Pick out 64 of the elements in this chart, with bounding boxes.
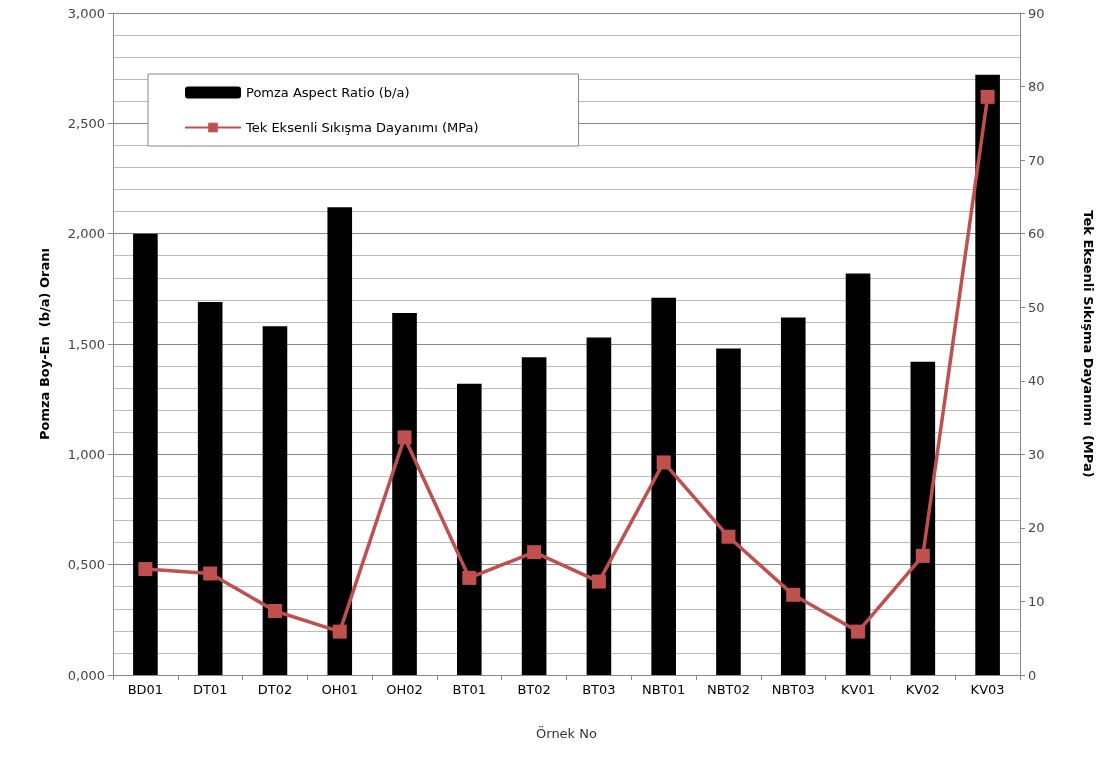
bar — [133, 233, 158, 675]
y2-tick-label: 60 — [1028, 226, 1045, 242]
x-tick-label: DT01 — [192, 682, 228, 697]
x-tick-label: BD01 — [127, 682, 164, 697]
bar — [780, 317, 806, 675]
bar — [327, 207, 353, 675]
y2-tick-label: 40 — [1028, 373, 1045, 389]
x-tick-label: DT02 — [257, 682, 293, 697]
x-tick-label: OH01 — [321, 682, 359, 697]
bar — [910, 361, 936, 675]
x-tick-label: BT02 — [517, 682, 551, 697]
bar — [975, 74, 1000, 675]
y-tick-label: 1,000 — [67, 446, 105, 462]
point — [915, 548, 930, 563]
bar — [197, 302, 223, 675]
y2-tick-label: 50 — [1028, 299, 1045, 315]
y2-tick-label: 20 — [1028, 520, 1045, 536]
x-tick-label: KV02 — [905, 682, 940, 697]
y-tick-label: 0,500 — [67, 557, 105, 573]
point — [851, 624, 866, 639]
point — [203, 566, 218, 581]
y-tick-label: 2,000 — [67, 226, 105, 242]
point — [656, 455, 671, 470]
x-tick-label: NBT03 — [771, 682, 815, 697]
x-tick-label: OH02 — [386, 682, 423, 697]
y2-axis-title: Tek Eksenli Sıkışma Dayanımı (MPa) — [1081, 210, 1096, 478]
y2-tick-label: 80 — [1028, 79, 1045, 95]
x-tick-label: NBT01 — [642, 682, 686, 697]
y2-tick-label: 90 — [1028, 5, 1045, 21]
bar — [392, 313, 417, 675]
x-tick-label: KV03 — [970, 682, 1005, 697]
point — [786, 587, 801, 602]
point — [397, 430, 412, 445]
y2-tick-label: 30 — [1028, 446, 1045, 462]
point — [462, 570, 477, 585]
x-axis-title: Örnek No — [536, 725, 597, 741]
y-tick-label: 2,500 — [67, 115, 105, 131]
point — [527, 545, 542, 560]
bar — [521, 357, 547, 675]
point — [980, 89, 995, 104]
y-axis-title: Pomza Boy-En (b/a) Oranı — [37, 248, 52, 440]
x-tick-label: BT03 — [582, 682, 616, 697]
bar — [586, 337, 612, 675]
point — [332, 624, 347, 639]
point — [138, 562, 153, 577]
legend-label: Pomza Aspect Ratio (b/a) — [246, 85, 410, 100]
y2-tick-label: 0 — [1028, 667, 1037, 683]
y-tick-label: 1,500 — [67, 336, 105, 352]
y-tick-label: 0,000 — [67, 667, 105, 683]
bar — [262, 326, 288, 675]
x-tick-label: KV01 — [841, 682, 876, 697]
x-tick-label: BT01 — [452, 682, 487, 697]
bar — [716, 348, 741, 675]
point — [267, 604, 282, 619]
point — [721, 529, 736, 544]
point — [591, 574, 606, 589]
y2-tick-label: 10 — [1028, 593, 1045, 609]
bar — [457, 383, 482, 675]
y2-tick-label: 70 — [1028, 152, 1045, 168]
bar — [845, 273, 871, 675]
y-tick-label: 3,000 — [67, 5, 105, 21]
x-tick-label: NBT02 — [706, 682, 751, 697]
bar — [651, 297, 676, 675]
legend-label: Tek Eksenli Sıkışma Dayanımı (MPa) — [245, 120, 479, 135]
